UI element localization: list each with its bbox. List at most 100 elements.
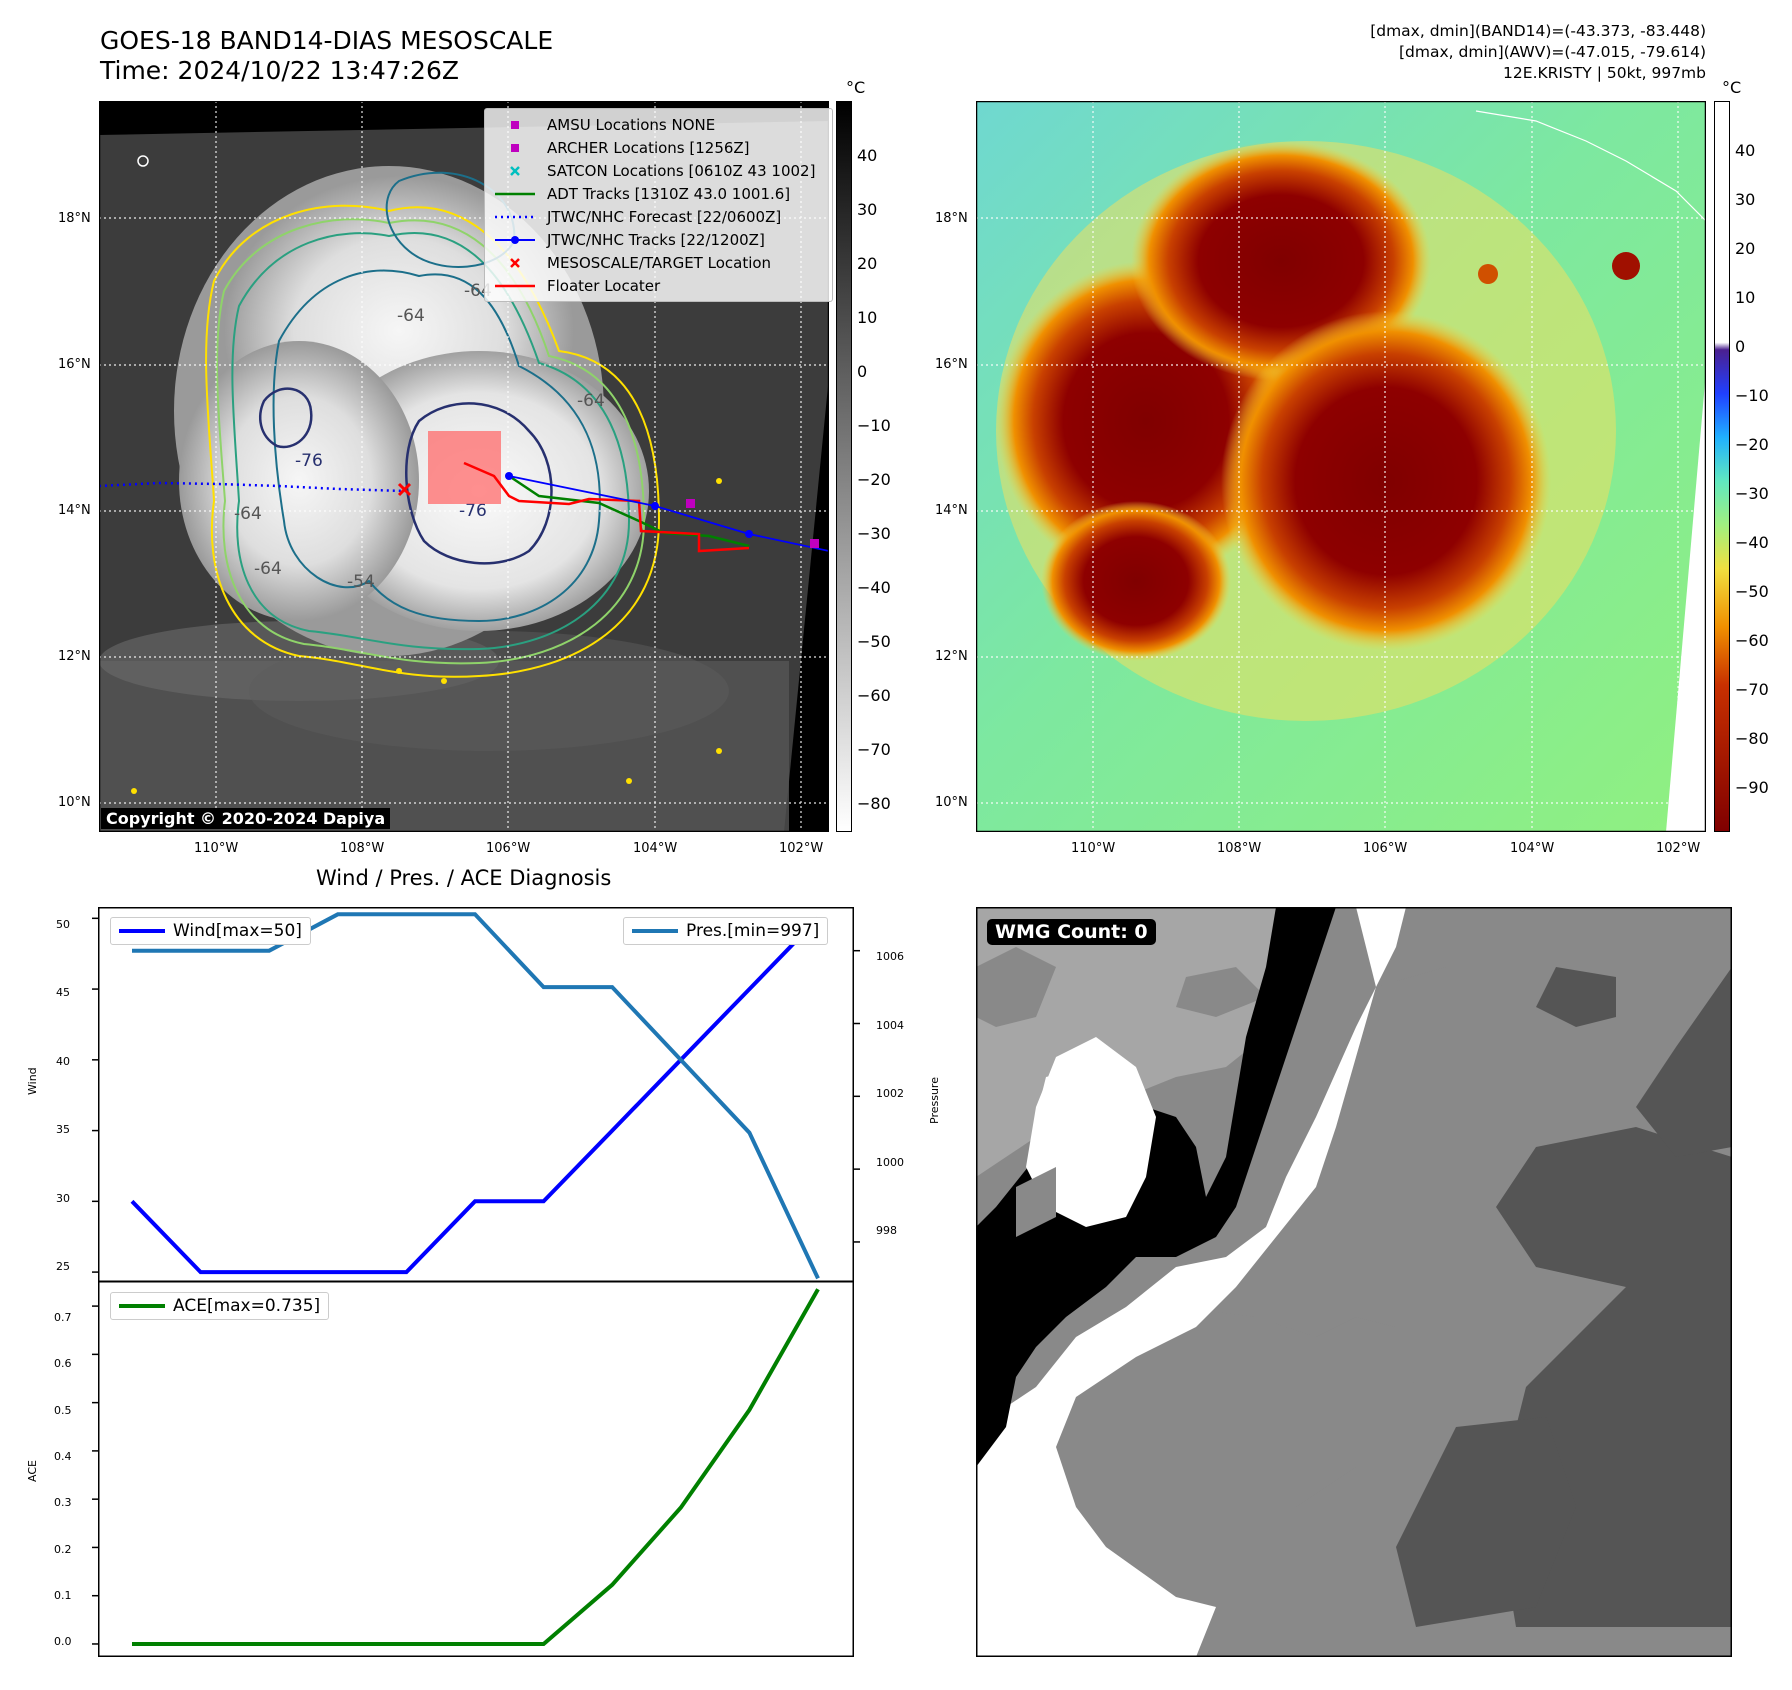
lon-label: 110°W <box>194 841 239 856</box>
ir-nodata-right <box>784 376 829 832</box>
colorbar-tick: 0 <box>1735 337 1746 356</box>
colorbar-tick: −50 <box>1735 582 1769 601</box>
adt-track <box>508 474 750 548</box>
legend-label: ARCHER Locations [1256Z] <box>547 138 750 157</box>
ace-series-line <box>132 1288 820 1646</box>
wmg-white-band <box>976 907 1406 1657</box>
ir-colorbar <box>836 101 852 832</box>
colorbar-tick: −40 <box>857 578 891 597</box>
chart-title: GOES-18 BAND14-DIAS MESOSCALE <box>100 26 554 55</box>
ace-chart <box>92 1281 854 1657</box>
dmax-dmin-awv: [dmax, dmin](AWV)=(-47.015, -79.614) <box>1399 43 1706 61</box>
legend-label: Pres.[min=997] <box>686 921 820 941</box>
awv-colorbar <box>1714 101 1730 832</box>
ir-colorbar-unit: °C <box>846 78 866 97</box>
wind-tick-label: 30 <box>56 1192 70 1205</box>
legend-item-amsu: AMSU Locations NONE <box>491 113 826 136</box>
lat-label: 14°N <box>935 503 968 518</box>
colorbar-tick: −10 <box>1735 386 1769 405</box>
wmg-panel: WMG Count: 0 <box>976 907 1732 1657</box>
ace-tick-label: 0.6 <box>54 1357 72 1370</box>
ace-tick-label: 0.1 <box>54 1589 72 1602</box>
ace-tick-label: 0.2 <box>54 1543 72 1556</box>
wind-axis-label: Wind <box>26 1067 39 1095</box>
colorbar-tick: −30 <box>1735 484 1769 503</box>
lon-label: 102°W <box>779 841 824 856</box>
target-marker <box>397 482 412 497</box>
awv-colorbar-unit: °C <box>1722 78 1742 97</box>
legend-item-target: MESOSCALE/TARGET Location <box>491 251 826 274</box>
colorbar-tick: −60 <box>857 686 891 705</box>
ace-tick-label: 0.3 <box>54 1496 72 1509</box>
contour-label: -54 <box>347 572 375 592</box>
legend-label: SATCON Locations [0610Z 43 1002] <box>547 161 816 180</box>
awv-map-panel <box>976 101 1706 832</box>
wind-legend: Wind[max=50] <box>110 917 311 945</box>
lon-label: 102°W <box>1656 841 1701 856</box>
colorbar-tick: −90 <box>1735 778 1769 797</box>
wind-tick-label: 40 <box>56 1055 70 1068</box>
colorbar-tick: 10 <box>1735 288 1756 307</box>
wmg-count-badge: WMG Count: 0 <box>987 919 1156 945</box>
lat-label: 10°N <box>58 795 91 810</box>
dmax-dmin-band14: [dmax, dmin](BAND14)=(-43.373, -83.448) <box>1370 22 1706 40</box>
legend-item-floater: Floater Locater <box>491 274 826 297</box>
colorbar-tick: −40 <box>1735 533 1769 552</box>
pressure-tick-label: 1006 <box>876 950 904 963</box>
archer-marker <box>686 499 695 508</box>
lon-label: 106°W <box>486 841 531 856</box>
awv-core-east <box>1221 311 1551 651</box>
floater-box <box>428 431 501 504</box>
colorbar-tick: 40 <box>1735 141 1756 160</box>
legend-label: Floater Locater <box>547 276 661 295</box>
colorbar-tick: 30 <box>1735 190 1756 209</box>
contour-label: -64 <box>234 504 262 524</box>
legend-label: AMSU Locations NONE <box>547 115 716 134</box>
colorbar-tick: −20 <box>857 470 891 489</box>
copyright-label: Copyright © 2020-2024 Dapiya <box>101 808 391 829</box>
colorbar-tick: 40 <box>857 146 878 165</box>
wind-tick-label: 50 <box>56 918 70 931</box>
contour-label: -76 <box>295 451 323 471</box>
floater-track <box>463 461 750 553</box>
legend-item-satcon: SATCON Locations [0610Z 43 1002] <box>491 159 826 182</box>
colorbar-tick: 30 <box>857 200 878 219</box>
lat-label: 12°N <box>935 649 968 664</box>
storm-info: 12E.KRISTY | 50kt, 997mb <box>1503 64 1706 82</box>
diagnosis-title: Wind / Pres. / ACE Diagnosis <box>316 866 612 890</box>
colorbar-tick: −70 <box>1735 680 1769 699</box>
ace-tick-label: 0.4 <box>54 1450 72 1463</box>
contour-label: -64 <box>397 306 425 326</box>
legend-label: ADT Tracks [1310Z 43.0 1001.6] <box>547 184 791 203</box>
wind-tick-label: 25 <box>56 1260 70 1273</box>
pressure-axis-label: Pressure <box>928 1077 941 1124</box>
ace-axis-label: ACE <box>26 1460 39 1482</box>
awv-map <box>976 101 1706 832</box>
lat-label: 12°N <box>58 649 91 664</box>
wmg-black-band <box>976 907 1336 1467</box>
wind-tick-label: 45 <box>56 986 70 999</box>
lon-label: 106°W <box>1363 841 1408 856</box>
legend-item-forecast: JTWC/NHC Forecast [22/0600Z] <box>491 205 826 228</box>
ace-tick-label: 0.5 <box>54 1404 72 1417</box>
contour-label: -64 <box>254 559 282 579</box>
colorbar-tick: −10 <box>857 416 891 435</box>
legend-label: Wind[max=50] <box>173 921 302 941</box>
colorbar-tick: 20 <box>857 254 878 273</box>
contour-label: -64 <box>577 391 605 411</box>
ace-tick-label: 0.7 <box>54 1311 72 1324</box>
colorbar-tick: −20 <box>1735 435 1769 454</box>
colorbar-tick: 10 <box>857 308 878 327</box>
legend-label: ACE[max=0.735] <box>173 1296 321 1316</box>
pressure-series-line <box>132 912 820 1280</box>
legend-label: MESOSCALE/TARGET Location <box>547 253 772 272</box>
colorbar-tick: −50 <box>857 632 891 651</box>
legend-item-jtwc: JTWC/NHC Tracks [22/1200Z] <box>491 228 826 251</box>
pressure-tick-label: 998 <box>876 1224 897 1237</box>
legend-item-adt: ADT Tracks [1310Z 43.0 1001.6] <box>491 182 826 205</box>
lat-label: 16°N <box>935 357 968 372</box>
contour-label: -76 <box>459 501 487 521</box>
colorbar-tick: −30 <box>857 524 891 543</box>
ace-legend: ACE[max=0.735] <box>110 1292 330 1320</box>
lat-label: 14°N <box>58 503 91 518</box>
